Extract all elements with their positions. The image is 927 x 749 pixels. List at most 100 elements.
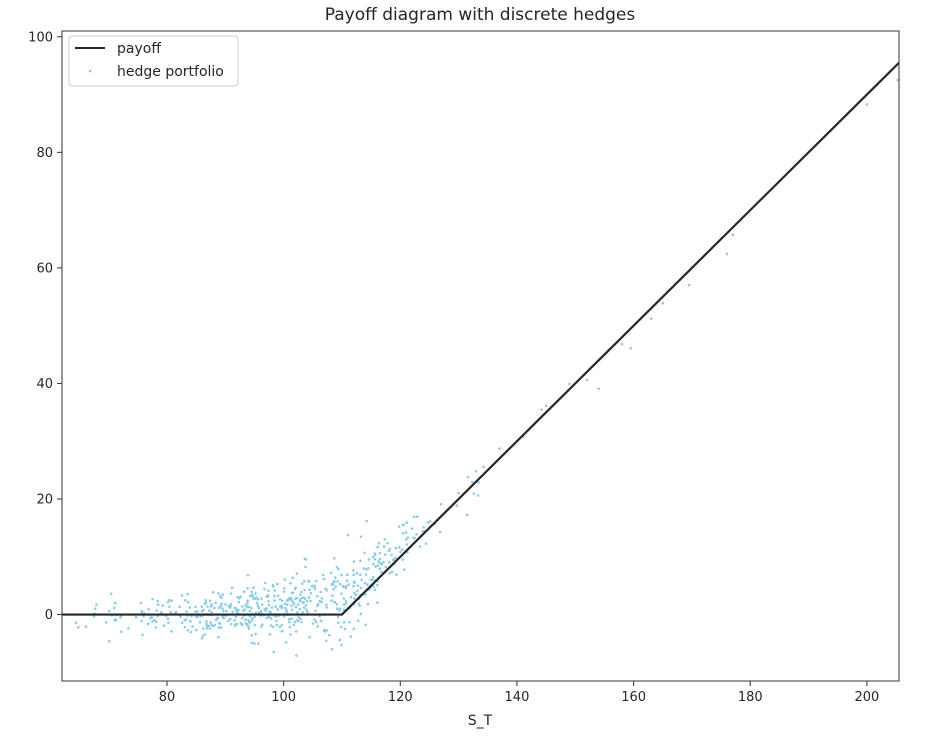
hedge-point	[186, 592, 189, 596]
hedge-point	[307, 596, 311, 599]
hedge-point	[329, 571, 333, 575]
hedge-point	[356, 584, 360, 587]
hedge-point	[353, 597, 356, 600]
hedge-point	[474, 469, 478, 473]
hedge-point	[284, 607, 287, 610]
hedge-point	[359, 586, 363, 590]
hedge-point	[320, 619, 323, 623]
hedge-point	[412, 536, 415, 540]
hedge-point	[178, 605, 181, 609]
hedge-point	[215, 617, 219, 620]
hedge-point	[349, 635, 352, 638]
x-tick-label: 120	[388, 690, 413, 705]
hedge-point	[415, 515, 419, 519]
hedge-point	[649, 317, 653, 321]
hedge-point	[319, 590, 323, 594]
hedge-point	[358, 604, 362, 607]
hedge-point	[364, 593, 367, 596]
hedge-point	[348, 620, 351, 624]
legend-box	[68, 35, 239, 87]
hedge-point	[243, 608, 247, 611]
hedge-point	[477, 481, 480, 484]
hedge-point	[198, 620, 202, 624]
hedge-point	[183, 625, 187, 629]
hedge-point	[266, 595, 270, 599]
hedge-point	[170, 599, 174, 603]
hedge-point	[406, 536, 410, 539]
hedge-point	[347, 583, 350, 586]
hedge-point	[147, 607, 150, 611]
hedge-point	[194, 605, 197, 609]
hedge-point	[304, 603, 308, 607]
hedge-point	[247, 618, 250, 622]
hedge-point	[374, 565, 377, 568]
hedge-point	[244, 603, 248, 607]
hedge-point	[380, 562, 384, 566]
hedge-point	[250, 590, 253, 594]
hedge-point	[335, 565, 339, 569]
hedge-point	[201, 634, 205, 638]
hedge-point	[339, 625, 343, 629]
hedge-point	[210, 602, 213, 606]
hedge-point	[140, 619, 143, 623]
hedge-point	[345, 573, 349, 576]
hedge-point	[283, 578, 287, 581]
hedge-point	[295, 654, 298, 657]
hedge-point	[291, 591, 295, 595]
hedge-point	[322, 629, 326, 633]
hedge-point	[211, 624, 215, 628]
hedge-point	[465, 513, 469, 517]
hedge-point	[170, 630, 173, 633]
hedge-point	[268, 633, 272, 636]
y-tick-label: 80	[36, 146, 53, 161]
hedge-point	[265, 616, 269, 620]
hedge-point	[401, 558, 404, 561]
hedge-point	[373, 588, 377, 591]
hedge-point	[320, 600, 323, 604]
hedge-point	[340, 592, 343, 595]
hedge-point	[229, 592, 233, 595]
hedge-point	[383, 553, 387, 556]
hedge-point	[286, 603, 289, 606]
hedge-point	[127, 627, 130, 630]
hedge-point	[254, 611, 258, 615]
hedge-point	[295, 572, 299, 575]
hedge-point	[304, 565, 307, 569]
hedge-point	[211, 591, 215, 594]
hedge-point	[362, 567, 366, 570]
hedge-point	[256, 604, 260, 608]
hedge-point	[353, 591, 356, 595]
hedge-point	[156, 599, 160, 603]
hedge-point	[188, 606, 192, 609]
hedge-point	[208, 627, 212, 630]
hedge-point	[107, 609, 111, 613]
hedge-point	[313, 584, 316, 587]
hedge-point	[253, 642, 256, 645]
hedge-point	[162, 624, 166, 627]
hedge-point	[731, 233, 735, 237]
hedge-point	[341, 584, 345, 588]
hedge-point	[257, 642, 260, 645]
hedge-point	[282, 615, 286, 618]
hedge-point	[302, 596, 306, 599]
hedge-point	[338, 582, 342, 586]
hedge-point	[394, 556, 397, 560]
hedge-point	[380, 570, 383, 574]
hedge-point	[233, 623, 237, 626]
y-tick-label: 40	[36, 377, 53, 392]
hedge-point	[273, 599, 276, 602]
hedge-point	[470, 480, 474, 484]
hedge-point	[200, 610, 204, 613]
hedge-point	[168, 598, 171, 602]
hedge-point	[77, 625, 80, 629]
hedge-point	[217, 626, 221, 629]
hedge-point	[337, 568, 340, 571]
hedge-point	[296, 603, 300, 606]
hedge-point	[228, 617, 232, 621]
hedge-point	[305, 608, 308, 611]
hedge-point	[896, 78, 900, 82]
hedge-point	[382, 545, 386, 548]
hedge-point	[240, 616, 244, 620]
hedge-point	[204, 598, 207, 602]
hedge-point	[377, 541, 381, 545]
